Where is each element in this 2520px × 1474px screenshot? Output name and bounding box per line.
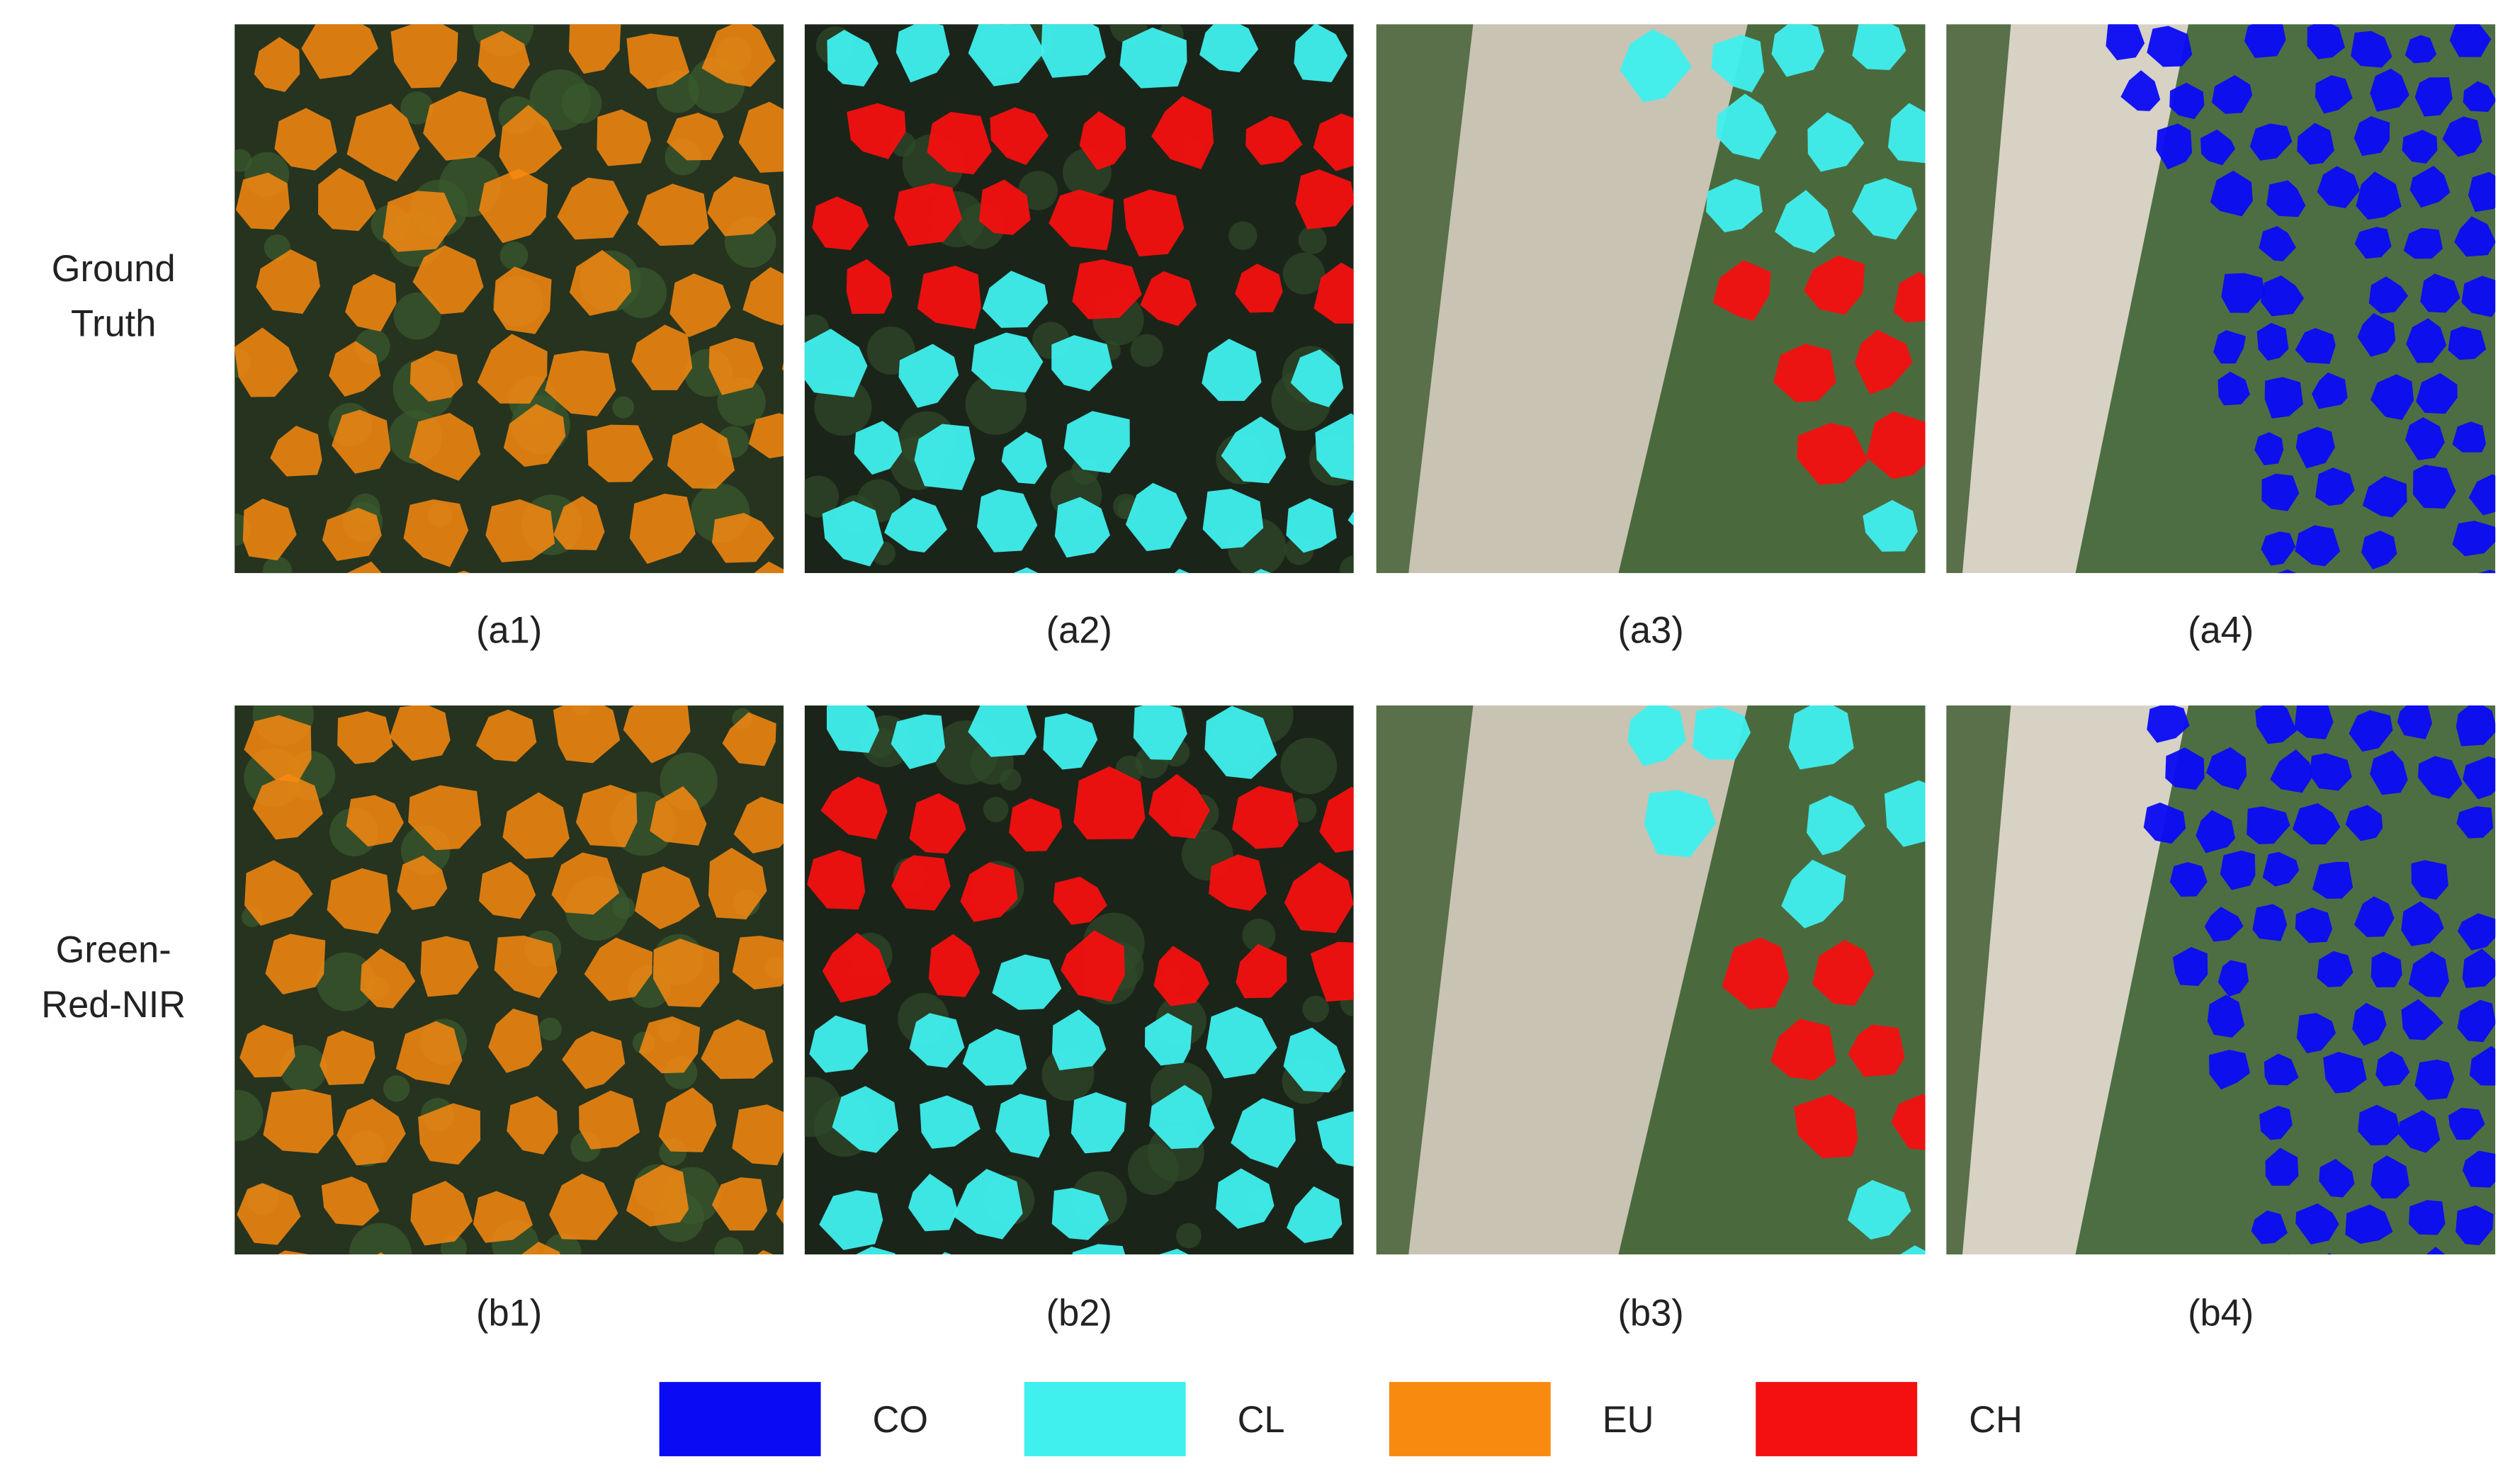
image-panel: [1376, 705, 1926, 1255]
panel-caption: (b4): [2188, 1293, 2254, 1334]
panel-caption: (b2): [1046, 1293, 1112, 1334]
panel-caption: (a2): [1046, 610, 1112, 651]
image-panel: [235, 24, 784, 574]
row-label: Red-NIR: [41, 985, 186, 1026]
row-label: Truth: [71, 303, 156, 344]
panel-caption: (a4): [2188, 610, 2254, 651]
legend-label: CO: [872, 1400, 928, 1441]
legend-label: CL: [1238, 1400, 1285, 1441]
panel-caption: (a1): [476, 610, 542, 651]
panel-caption: (b3): [1617, 1293, 1683, 1334]
image-panel: [235, 705, 784, 1255]
row-label: Green-: [56, 930, 171, 971]
legend-swatch: [1756, 1382, 1918, 1456]
legend-label: EU: [1603, 1400, 1654, 1441]
legend-swatch: [1024, 1382, 1186, 1456]
legend-swatch: [659, 1382, 821, 1456]
image-panel: [1946, 24, 2496, 574]
image-panel: [804, 705, 1354, 1255]
panel-caption: (b1): [476, 1293, 542, 1334]
image-panel: [1946, 705, 2496, 1255]
legend-swatch: [1389, 1382, 1551, 1456]
row-label: Ground: [52, 249, 176, 290]
legend-label: CH: [1969, 1400, 2023, 1441]
image-panel: [804, 24, 1354, 574]
image-panel: [1376, 24, 1926, 574]
panel-caption: (a3): [1617, 610, 1683, 651]
